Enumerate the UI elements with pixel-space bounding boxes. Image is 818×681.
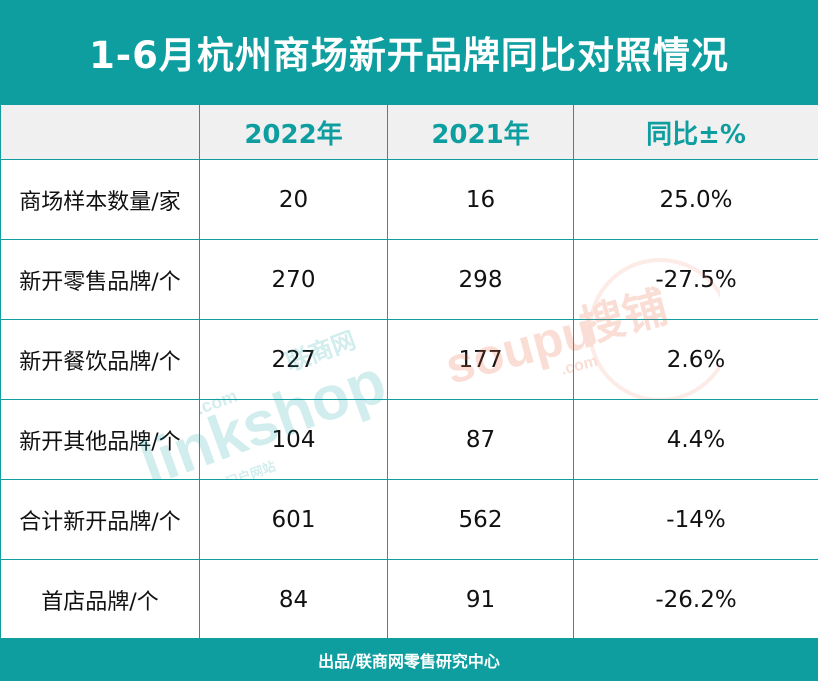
comparison-table: 2022年 2021年 同比±% 商场样本数量/家 20 16 25.0% 新开零售品牌… xyxy=(0,104,818,640)
row-label: 新开零售品牌/个 xyxy=(0,239,200,320)
cell-2022: 601 xyxy=(199,479,388,560)
cell-yoy: 4.4% xyxy=(573,399,818,480)
cell-2022: 20 xyxy=(199,159,388,240)
page-title: 1-6月杭州商场新开品牌同比对照情况 xyxy=(89,34,729,77)
row-label: 新开其他品牌/个 xyxy=(0,399,200,480)
table-row: 商场样本数量/家 20 16 25.0% xyxy=(0,159,818,240)
cell-yoy: -14% xyxy=(573,479,818,560)
footer-bar: 出品/联商网零售研究中心 xyxy=(0,638,818,681)
cell-yoy: 25.0% xyxy=(573,159,818,240)
cell-2021: 177 xyxy=(387,319,574,400)
table-row: 新开其他品牌/个 104 87 4.4% xyxy=(0,399,818,480)
table-row: 新开餐饮品牌/个 227 177 2.6% xyxy=(0,319,818,400)
cell-2022: 104 xyxy=(199,399,388,480)
cell-yoy: 2.6% xyxy=(573,319,818,400)
header-2022: 2022年 xyxy=(199,104,388,160)
footer-credit: 出品/联商网零售研究中心 xyxy=(318,651,500,671)
cell-2021: 562 xyxy=(387,479,574,560)
cell-2022: 227 xyxy=(199,319,388,400)
header-blank xyxy=(0,104,200,160)
cell-2022: 84 xyxy=(199,559,388,640)
title-bar: 1-6月杭州商场新开品牌同比对照情况 xyxy=(0,0,818,104)
cell-2021: 91 xyxy=(387,559,574,640)
row-label: 首店品牌/个 xyxy=(0,559,200,640)
cell-2021: 87 xyxy=(387,399,574,480)
table-row: 首店品牌/个 84 91 -26.2% xyxy=(0,559,818,640)
row-label: 新开餐饮品牌/个 xyxy=(0,319,200,400)
table-header-row: 2022年 2021年 同比±% xyxy=(0,104,818,160)
cell-2021: 298 xyxy=(387,239,574,320)
row-label: 合计新开品牌/个 xyxy=(0,479,200,560)
cell-2022: 270 xyxy=(199,239,388,320)
table-row: 新开零售品牌/个 270 298 -27.5% xyxy=(0,239,818,320)
cell-2021: 16 xyxy=(387,159,574,240)
cell-yoy: -26.2% xyxy=(573,559,818,640)
header-2021: 2021年 xyxy=(387,104,574,160)
cell-yoy: -27.5% xyxy=(573,239,818,320)
header-yoy: 同比±% xyxy=(573,104,818,160)
row-label: 商场样本数量/家 xyxy=(0,159,200,240)
table-row: 合计新开品牌/个 601 562 -14% xyxy=(0,479,818,560)
